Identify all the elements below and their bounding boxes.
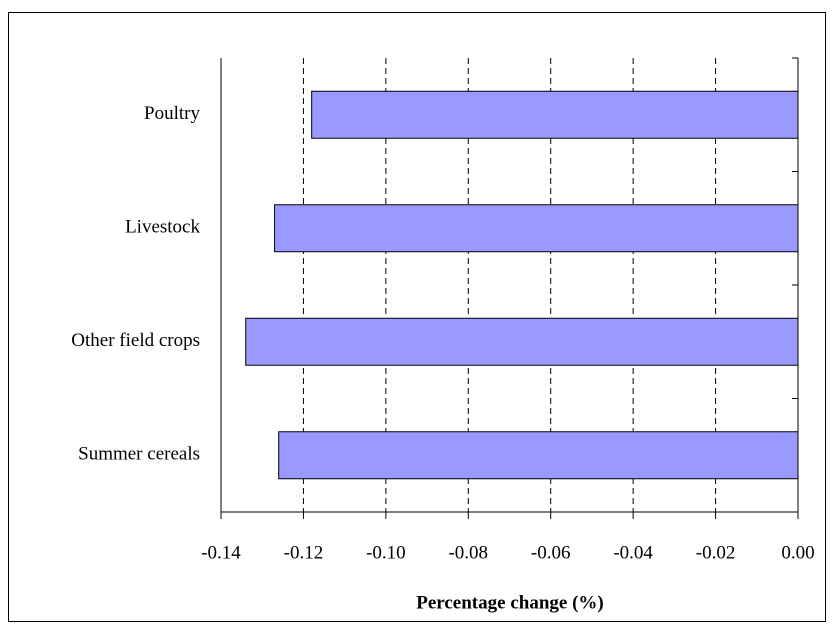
y-tick-label: Livestock (125, 217, 200, 238)
bar (278, 431, 799, 480)
x-tick-label: -0.02 (696, 542, 736, 563)
x-tick-label: 0.00 (781, 542, 814, 563)
bar (274, 204, 799, 253)
y-tick-label: Summer cereals (78, 444, 200, 465)
x-tick-label: -0.12 (284, 542, 324, 563)
x-tick-label: -0.14 (201, 542, 241, 563)
x-axis-title: Percentage change (%) (416, 592, 603, 613)
x-tick-label: -0.08 (448, 542, 488, 563)
x-tick-label: -0.10 (366, 542, 406, 563)
bar (245, 317, 799, 366)
y-tick-label: Other field crops (71, 330, 200, 351)
bar (311, 90, 799, 139)
x-tick-label: -0.06 (531, 542, 571, 563)
y-tick-label: Poultry (144, 103, 200, 124)
x-tick-label: -0.04 (613, 542, 653, 563)
